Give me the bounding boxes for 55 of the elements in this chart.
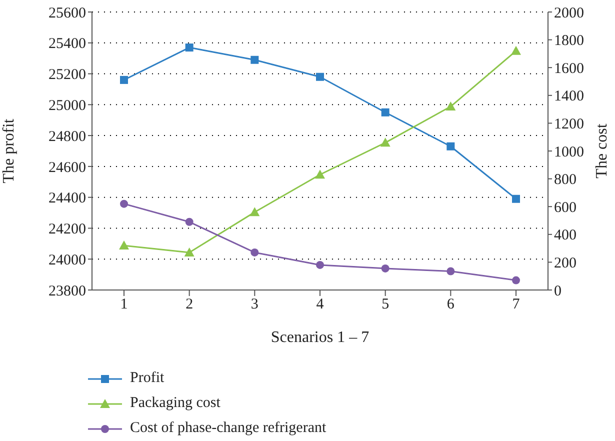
y-tick-label: 25400 (48, 36, 86, 52)
y-axis-title: The profit (0, 118, 18, 184)
x-tick-label: 3 (250, 296, 258, 313)
point (381, 264, 390, 272)
y-tick-label: 25200 (48, 67, 86, 84)
point (316, 260, 324, 269)
y-tick-label: 24200 (48, 222, 86, 238)
y2-tick-label: 0 (554, 283, 562, 300)
y-tick-label: 25600 (48, 5, 86, 22)
x-tick-label: 5 (382, 296, 390, 313)
y2-tick-label: 1400 (554, 88, 584, 105)
x-axis-title: Scenarios 1 – 7 (270, 329, 370, 346)
y2-tick-label: 400 (554, 228, 576, 244)
point (315, 170, 325, 179)
y-tick-label: 23800 (48, 283, 86, 300)
y2-axis-title: The cost (594, 123, 611, 178)
point (380, 138, 390, 147)
point (250, 207, 260, 216)
point (120, 200, 128, 208)
y-tick-label: 24400 (48, 190, 86, 207)
point (184, 247, 194, 256)
y2-tick-label: 1200 (554, 116, 584, 133)
y-tick-label: 24800 (48, 128, 86, 145)
point (446, 102, 456, 111)
point (250, 56, 259, 64)
x-tick-label: 2 (186, 296, 194, 313)
y2-tick-label: 1600 (554, 60, 584, 77)
y2-tick-label: 200 (554, 256, 576, 272)
point (512, 276, 520, 284)
point (381, 108, 390, 116)
y2-tick-label: 600 (554, 200, 576, 216)
point (185, 218, 194, 226)
point (446, 142, 455, 150)
y2-tick-label: 1000 (554, 144, 584, 160)
x-tick-label: 4 (316, 296, 324, 313)
point (511, 46, 521, 55)
y2-tick-label: 2000 (554, 5, 584, 22)
point (250, 248, 259, 256)
legend-label: Profit (130, 370, 164, 387)
legend-label: Packaging cost (130, 395, 220, 412)
point (185, 44, 194, 52)
y2-tick-label: 1800 (554, 33, 584, 50)
x-tick-label: 7 (512, 296, 520, 313)
point (316, 72, 324, 81)
x-tick-label: 6 (446, 296, 455, 313)
y-tick-label: 24600 (48, 160, 86, 176)
point (446, 267, 455, 276)
y2-tick-label: 800 (554, 172, 576, 188)
point (119, 240, 129, 250)
y-tick-label: 24000 (48, 252, 86, 268)
legend-label: Cost of phase-change refrigerant (130, 420, 326, 437)
x-tick-label: 1 (120, 296, 128, 313)
y-tick-label: 25000 (48, 98, 86, 114)
point (120, 76, 128, 84)
point (512, 194, 520, 203)
